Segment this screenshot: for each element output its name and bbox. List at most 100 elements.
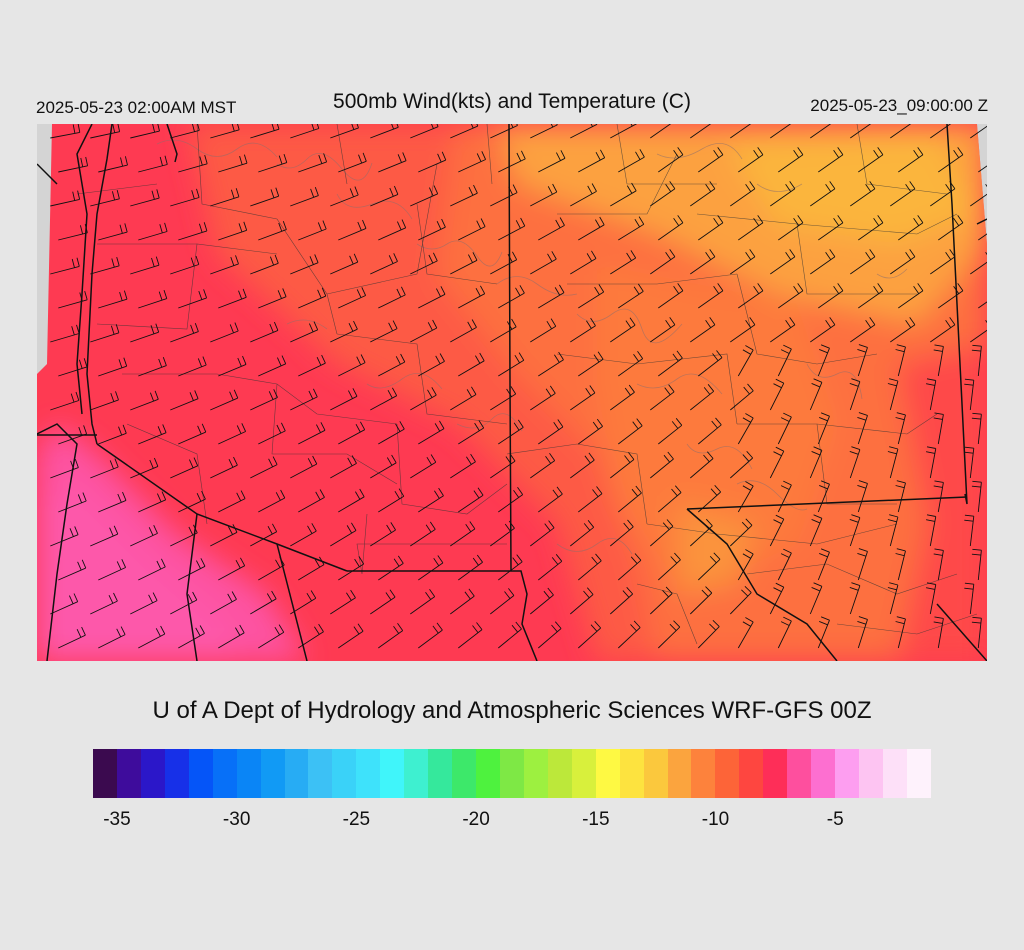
wind-barb [778, 215, 804, 241]
wind-barb [458, 352, 485, 377]
wind-barb [50, 257, 80, 275]
colorbar-label: -35 [103, 809, 131, 830]
wind-barb [370, 185, 399, 207]
wind-barb [964, 446, 975, 479]
wind-barb [418, 353, 445, 377]
colorbar-swatch [188, 749, 213, 798]
wind-barb [730, 124, 752, 139]
wind-barb [338, 354, 366, 377]
wind-barb [658, 215, 684, 241]
wind-barb [458, 218, 486, 241]
wind-barb [849, 378, 861, 411]
wind-barb [778, 283, 804, 309]
wind-barb [178, 222, 208, 241]
wind-barb [858, 283, 884, 309]
wind-barb [926, 378, 937, 411]
wind-barb [210, 456, 238, 479]
wind-barb [817, 616, 830, 649]
wind-barb [777, 412, 792, 445]
temperature-colorbar [93, 749, 931, 798]
wind-barb [809, 446, 823, 479]
wind-barb [290, 388, 318, 411]
wind-barb [330, 124, 359, 139]
wind-barb [498, 217, 526, 241]
wind-barb [895, 548, 906, 581]
state-borders [37, 124, 987, 661]
wind-barb [378, 623, 404, 649]
wind-barb [810, 317, 836, 343]
wind-barb [690, 451, 714, 479]
wind-barb [770, 249, 796, 275]
wind-barb [898, 147, 924, 173]
wind-barb [378, 219, 407, 241]
wind-barb [578, 149, 606, 173]
colorbar-swatch [428, 749, 453, 798]
wind-barb [849, 514, 861, 547]
wind-barb [258, 422, 286, 445]
wind-barb [570, 587, 594, 615]
wind-barb [770, 181, 796, 207]
wind-barb [138, 491, 167, 513]
wind-barb [58, 358, 88, 377]
wind-barb [130, 323, 160, 343]
wind-barb [810, 181, 836, 207]
wind-barb [458, 151, 487, 173]
wind-barb [290, 455, 318, 479]
wind-barb [970, 320, 987, 343]
wind-barb [330, 522, 357, 547]
wind-barb [895, 480, 906, 513]
wind-barb [58, 626, 86, 649]
wind-barb [178, 154, 208, 173]
colorbar-swatch [715, 749, 740, 798]
wind-barb [810, 249, 836, 275]
wind-barb [817, 480, 830, 513]
wind-barb [450, 521, 476, 547]
wind-barb [418, 286, 446, 309]
wind-barb [978, 165, 987, 173]
wind-barb [58, 559, 87, 581]
wind-barb [418, 487, 444, 513]
wind-barb [618, 553, 642, 581]
wind-barb [578, 553, 602, 581]
wind-barb [898, 283, 924, 309]
wind-barb [730, 181, 756, 207]
wind-barb [964, 378, 975, 411]
wind-barb [810, 124, 832, 139]
wind-barb [658, 485, 682, 513]
wind-barb [250, 254, 279, 275]
colorbar-label: -15 [582, 809, 610, 830]
wind-barb [378, 353, 406, 377]
wind-barb [617, 620, 641, 649]
colorbar-swatch [882, 749, 907, 798]
wind-barb [570, 124, 598, 139]
colorbar-labels: -35 -30 -25 -20 -15 -10 -5 [93, 809, 931, 839]
wind-barb [530, 251, 557, 275]
wind-barb [578, 284, 605, 309]
colorbar-label: -30 [222, 809, 251, 830]
wind-barb [298, 489, 325, 513]
wind-barb [210, 124, 240, 139]
wind-barb [610, 586, 634, 615]
wind-barb [178, 490, 206, 513]
wind-barb [809, 378, 823, 411]
wind-barb [689, 586, 713, 615]
county-borders [76, 124, 978, 645]
wind-barb [698, 417, 722, 445]
wind-barb [930, 317, 956, 343]
wind-barb [370, 387, 398, 411]
wind-barb [538, 419, 564, 445]
wind-barb [130, 592, 158, 615]
wind-barb [964, 514, 975, 547]
wind-barb [658, 283, 684, 309]
wind-barb [738, 215, 764, 241]
wind-barb [978, 301, 987, 309]
wind-barb [210, 255, 239, 275]
wind-barb [817, 548, 830, 581]
colorbar-swatch [284, 749, 309, 798]
wind-barb [138, 357, 167, 377]
wind-barb [170, 457, 199, 479]
wind-barb [570, 452, 595, 479]
colorbar-swatch [691, 749, 716, 798]
wind-barb [857, 548, 868, 581]
wind-barb [890, 124, 912, 139]
